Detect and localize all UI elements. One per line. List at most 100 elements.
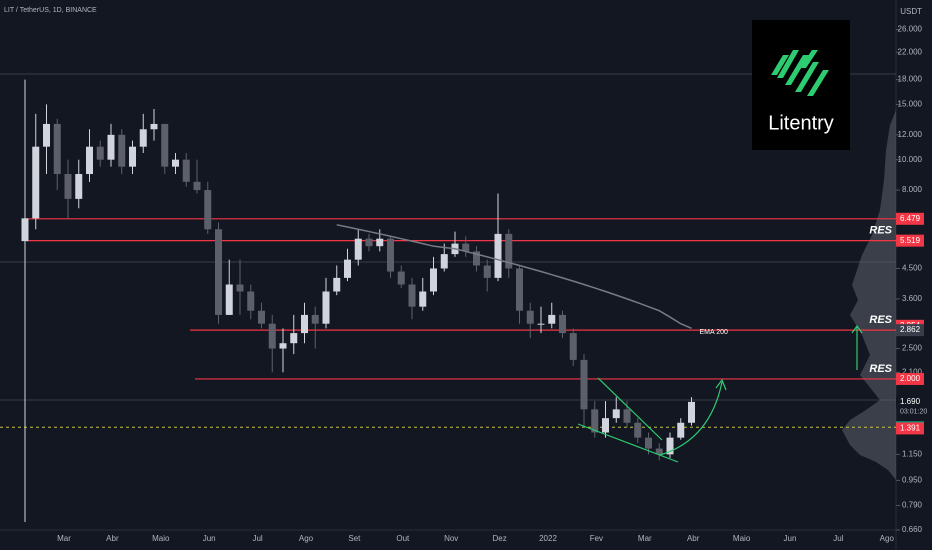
candle-body [440, 254, 448, 269]
y-tick-label: 0.790 [902, 501, 923, 510]
candle-body [75, 174, 83, 199]
y-tick-label: 1.150 [902, 449, 923, 458]
logo-text: Litentry [768, 112, 834, 134]
y-tick-label: 4.500 [902, 264, 923, 273]
candle-body [473, 251, 480, 266]
price-label-box [896, 324, 924, 337]
candle-body [279, 343, 287, 349]
y-tick-label: 12.000 [898, 130, 923, 139]
x-tick-label: Maio [152, 534, 170, 543]
x-tick-label: Nov [444, 534, 458, 543]
candle-body [247, 291, 255, 311]
price-label-box [896, 372, 924, 385]
logo-mark [771, 50, 829, 96]
candle-body [666, 437, 674, 455]
y-tick-label: 10.000 [898, 155, 923, 164]
candle-body [494, 233, 502, 278]
candle-body [591, 409, 599, 433]
candle-body [311, 314, 319, 324]
candle-body [86, 146, 93, 175]
x-tick-label: Mar [57, 534, 71, 543]
level-label: RES [869, 314, 892, 326]
candle-body [32, 146, 40, 219]
candle-body [193, 181, 201, 191]
candle-body [516, 268, 523, 311]
candle-body [290, 333, 298, 344]
candle-body [96, 146, 104, 160]
x-tick-label: Abr [106, 534, 119, 543]
candle-body [43, 123, 50, 147]
x-tick-label: Mar [638, 534, 652, 543]
ema-line [336, 224, 692, 330]
candle-body [21, 218, 29, 242]
y-tick-label: 8.000 [902, 185, 923, 194]
x-tick-label: Jun [784, 534, 797, 543]
candle-body [376, 238, 384, 247]
candle-body [344, 259, 351, 278]
candle-body [107, 134, 115, 160]
y-unit: USDT [900, 7, 922, 16]
candle-body [688, 401, 695, 423]
candle-body [333, 277, 341, 292]
price-label-box [896, 212, 924, 225]
price-label-box [896, 395, 924, 408]
candle-body [182, 159, 190, 182]
candle-body [150, 123, 158, 130]
annotations [577, 324, 863, 463]
y-tick-label: 22.000 [898, 47, 923, 56]
y-tick-label: 0.950 [902, 475, 923, 484]
candle-body [354, 238, 362, 260]
x-tick-label: Ago [299, 534, 314, 543]
price-label: 6.479 [900, 214, 921, 223]
candle-body [526, 310, 534, 324]
y-tick-label: 26.000 [898, 25, 923, 34]
candle-body [623, 409, 631, 423]
candle-body [537, 323, 545, 325]
y-tick-label: 3.600 [902, 294, 923, 303]
volume-profile [842, 110, 896, 480]
candle-body [172, 159, 179, 167]
price-label: 2.862 [900, 325, 921, 334]
level-label: RES [869, 363, 892, 375]
x-tick-label: Jun [203, 534, 216, 543]
y-tick-label: 0.660 [902, 525, 923, 534]
x-tick-label: Jul [252, 534, 262, 543]
candle-body [430, 268, 437, 292]
x-tick-label: 2022 [539, 534, 557, 543]
y-tick-label: 2.500 [902, 344, 923, 353]
candle-body [118, 134, 126, 167]
y-tick-label: 2.100 [902, 367, 923, 376]
candle-body [139, 129, 147, 147]
candle-body [634, 422, 642, 438]
countdown: 03:01:20 [900, 409, 927, 416]
x-tick-label: Abr [687, 534, 700, 543]
candle-body [53, 123, 61, 175]
candle-body [258, 310, 265, 324]
candle-body [301, 314, 308, 334]
x-tick-label: Fev [590, 534, 603, 543]
candle-body [215, 229, 222, 315]
chart-header: LIT / TetherUS, 1D, BINANCE [4, 7, 97, 14]
x-tick-label: Dez [492, 534, 506, 543]
candle-body [225, 284, 233, 315]
candle-body [655, 448, 663, 455]
price-label: 1.690 [900, 397, 921, 406]
candle-body [204, 190, 212, 230]
candle-body [602, 418, 609, 433]
candle-body [129, 146, 136, 167]
candle-body [462, 243, 470, 252]
candle-body [559, 314, 566, 334]
candle-body [505, 233, 513, 269]
price-label-box [896, 422, 924, 435]
candle-body [483, 265, 491, 278]
candle-body [397, 271, 405, 285]
candle-body [580, 359, 588, 410]
candle-body [408, 284, 416, 307]
y-tick-label: 15.000 [898, 100, 923, 109]
price-label: 1.391 [900, 424, 921, 433]
candle-body [677, 422, 685, 438]
price-label: 5.519 [900, 236, 921, 245]
candle-body [419, 291, 427, 307]
